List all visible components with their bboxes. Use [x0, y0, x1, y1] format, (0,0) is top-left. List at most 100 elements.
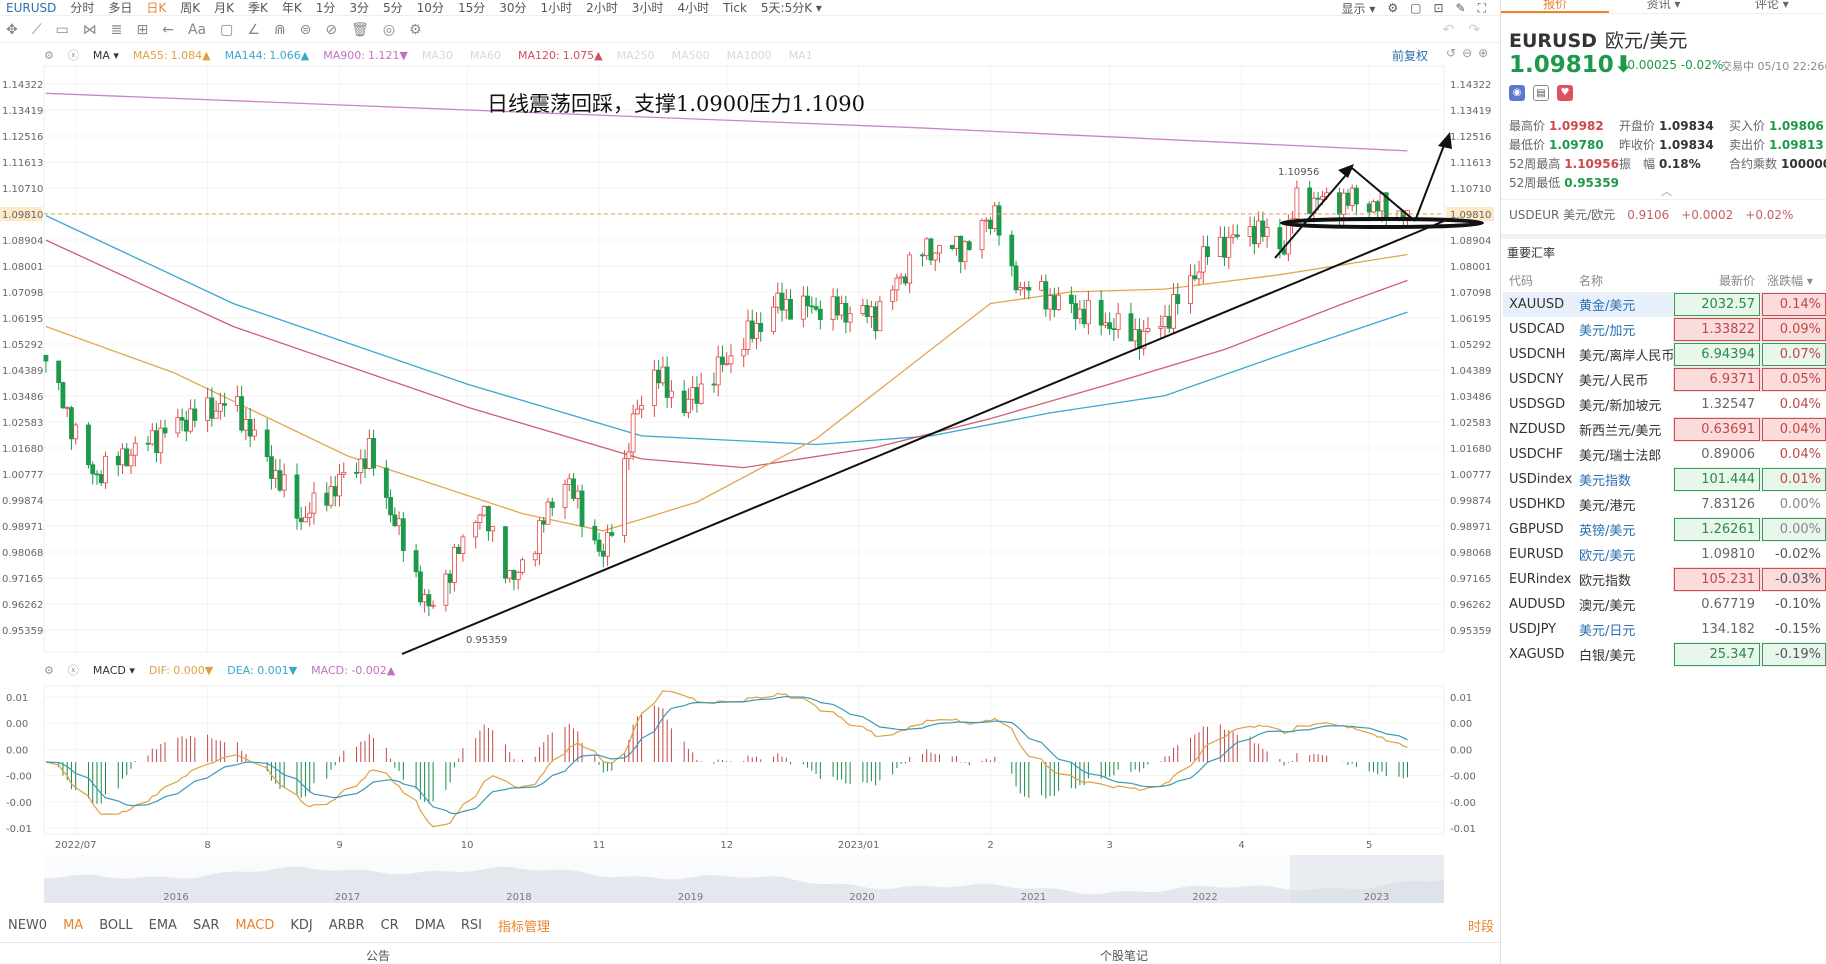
- period-7[interactable]: 1分: [315, 0, 336, 15]
- period-0[interactable]: 分时: [70, 0, 95, 15]
- settings-icon[interactable]: ⚙: [409, 21, 422, 38]
- move-icon[interactable]: ✥: [6, 21, 18, 38]
- col-name[interactable]: 名称: [1573, 270, 1673, 293]
- period-13[interactable]: 1小时: [540, 0, 573, 15]
- ma-item-ma1[interactable]: MA1: [789, 49, 816, 62]
- screenshot-icon[interactable]: ⊡: [1433, 1, 1444, 15]
- indicator-sar[interactable]: SAR: [192, 917, 220, 933]
- rate-row[interactable]: EURindex 欧元指数 105.231 -0.03%: [1503, 567, 1826, 592]
- reset-icon[interactable]: ↺: [1446, 46, 1457, 60]
- undo-icon[interactable]: ↶: [1442, 21, 1455, 38]
- layout-icon[interactable]: ▢: [1410, 1, 1422, 15]
- col-change[interactable]: 涨跌幅 ▾: [1761, 270, 1826, 293]
- announcement-tab[interactable]: 公告: [366, 949, 391, 963]
- period-18[interactable]: 5天:5分K ▾: [760, 0, 822, 15]
- zoom-in-icon[interactable]: ⊕: [1478, 46, 1489, 60]
- text-tool-icon[interactable]: Aa: [187, 21, 207, 38]
- rate-row[interactable]: EURUSD 欧元/美元 1.09810 -0.02%: [1503, 542, 1826, 567]
- rate-row[interactable]: USDindex 美元指数 101.444 0.01%: [1503, 467, 1826, 492]
- rate-row[interactable]: USDCNH 美元/离岸人民币 6.94394 0.07%: [1503, 342, 1826, 367]
- period-17[interactable]: Tick: [723, 0, 747, 15]
- period-12[interactable]: 30分: [499, 0, 527, 15]
- ma-item-ma120[interactable]: MA120: 1.075▲: [518, 49, 603, 62]
- period-10[interactable]: 10分: [416, 0, 444, 15]
- rate-row[interactable]: USDJPY 美元/日元 134.182 -0.15%: [1503, 617, 1826, 642]
- indicator-dma[interactable]: DMA: [414, 917, 445, 933]
- redo-icon[interactable]: ↷: [1468, 21, 1480, 38]
- settings-icon[interactable]: ⚙: [1387, 1, 1399, 15]
- ma-item-ma500[interactable]: MA500: [672, 49, 713, 62]
- rate-row[interactable]: USDHKD 美元/港元 7.83126 0.00%: [1503, 492, 1826, 517]
- measure-tool-icon[interactable]: ⊞: [136, 21, 149, 38]
- close-icon[interactable]: ⓧ: [67, 49, 79, 62]
- fib-tool-icon[interactable]: ⋈: [82, 21, 97, 38]
- fullscreen-icon[interactable]: ⛶: [1477, 0, 1486, 15]
- related-quote[interactable]: USDEUR 美元/欧元 0.9106 +0.0002 +0.02%: [1509, 206, 1793, 223]
- collapse-chevron-icon[interactable]: ︿: [1661, 185, 1672, 198]
- magnet-icon[interactable]: ⋒: [273, 21, 286, 38]
- ma-item-ma1000[interactable]: MA1000: [727, 49, 775, 62]
- notes-tab[interactable]: 个股笔记: [1100, 949, 1149, 963]
- adjust-button[interactable]: 前复权: [1392, 49, 1429, 63]
- period-1[interactable]: 多日: [108, 0, 133, 15]
- settings-icon[interactable]: ⚙: [44, 48, 54, 62]
- rate-row[interactable]: USDCAD 美元/加元 1.33822 0.09%: [1503, 317, 1826, 342]
- ma-item-ma900[interactable]: MA900: 1.121▼: [323, 49, 408, 62]
- period-16[interactable]: 4小时: [677, 0, 710, 15]
- ma-title[interactable]: MA ▾: [92, 48, 119, 62]
- arrow-tool-icon[interactable]: ←: [162, 21, 174, 38]
- globe-icon[interactable]: ◉: [1509, 85, 1525, 101]
- indicator-kdj[interactable]: KDJ: [290, 917, 313, 933]
- note-icon[interactable]: ▢: [220, 21, 234, 38]
- display-dropdown[interactable]: 显示 ▾: [1341, 1, 1376, 16]
- period-toggle[interactable]: 时段: [1467, 919, 1494, 935]
- col-price[interactable]: 最新价: [1673, 270, 1761, 293]
- indicator-arbr[interactable]: ARBR: [328, 917, 365, 933]
- period-5[interactable]: 季K: [248, 0, 268, 15]
- line-tool-icon[interactable]: ⟋: [31, 21, 42, 38]
- indicator-new0[interactable]: NEW0: [8, 917, 48, 933]
- period-15[interactable]: 3小时: [631, 0, 664, 15]
- tab-news[interactable]: 资讯 ▾: [1646, 0, 1681, 11]
- settings-icon[interactable]: ⚙: [44, 663, 54, 677]
- rate-row[interactable]: AUDUSD 澳元/美元 0.67719 -0.10%: [1503, 592, 1826, 617]
- period-11[interactable]: 15分: [457, 0, 486, 15]
- period-14[interactable]: 2小时: [586, 0, 618, 15]
- rect-tool-icon[interactable]: ▭: [55, 21, 69, 38]
- calendar-icon[interactable]: ▤: [1533, 85, 1549, 101]
- zoom-out-icon[interactable]: ⊖: [1462, 46, 1473, 60]
- period-4[interactable]: 月K: [214, 0, 234, 15]
- period-3[interactable]: 周K: [180, 0, 201, 15]
- indicator-macd[interactable]: MACD: [235, 917, 275, 933]
- rate-row[interactable]: NZDUSD 新西兰元/美元 0.63691 0.04%: [1503, 417, 1826, 442]
- col-code[interactable]: 代码: [1503, 270, 1573, 293]
- channel-tool-icon[interactable]: ≣: [110, 21, 123, 38]
- compare-icon[interactable]: ◎: [382, 21, 396, 38]
- indicator-ema[interactable]: EMA: [148, 917, 177, 933]
- period-6[interactable]: 年K: [281, 0, 302, 15]
- favorite-heart-icon[interactable]: ♥: [1557, 85, 1573, 101]
- angle-icon[interactable]: ∠: [247, 21, 260, 38]
- ma-item-ma30[interactable]: MA30: [422, 49, 456, 62]
- rate-row[interactable]: USDCNY 美元/人民币 6.9371 0.05%: [1503, 367, 1826, 392]
- period-9[interactable]: 5分: [383, 0, 403, 15]
- indicator-rsi[interactable]: RSI: [460, 917, 482, 933]
- hide-icon[interactable]: ⊘: [325, 21, 338, 38]
- tab-quote[interactable]: 报价: [1501, 0, 1610, 13]
- ma-item-ma144[interactable]: MA144: 1.066▲: [225, 49, 310, 62]
- rate-row[interactable]: XAGUSD 白银/美元 25.347 -0.19%: [1503, 642, 1826, 667]
- period-8[interactable]: 3分: [349, 0, 370, 15]
- indicator-指标管理[interactable]: 指标管理: [497, 919, 550, 935]
- ma-item-ma250[interactable]: MA250: [617, 49, 658, 62]
- trash-icon[interactable]: 🗑: [351, 21, 369, 38]
- rate-row[interactable]: XAUUSD 黄金/美元 2032.57 0.14%: [1503, 292, 1826, 317]
- kline-chart[interactable]: 1.14322 1.14322 1.13419 1.13419 1.12516 1.125…: [0, 0, 1500, 914]
- symbol-label[interactable]: EURUSD: [6, 0, 57, 15]
- rate-row[interactable]: GBPUSD 英镑/美元 1.26261 0.00%: [1503, 517, 1826, 542]
- indicator-cr[interactable]: CR: [380, 917, 399, 933]
- rate-row[interactable]: USDSGD 美元/新加坡元 1.32547 0.04%: [1503, 392, 1826, 417]
- indicator-boll[interactable]: BOLL: [99, 917, 133, 933]
- rate-row[interactable]: USDCHF 美元/瑞士法郎 0.89006 0.04%: [1503, 442, 1826, 467]
- pen-icon[interactable]: ✎: [1455, 1, 1466, 15]
- tab-comments[interactable]: 评论 ▾: [1754, 0, 1789, 11]
